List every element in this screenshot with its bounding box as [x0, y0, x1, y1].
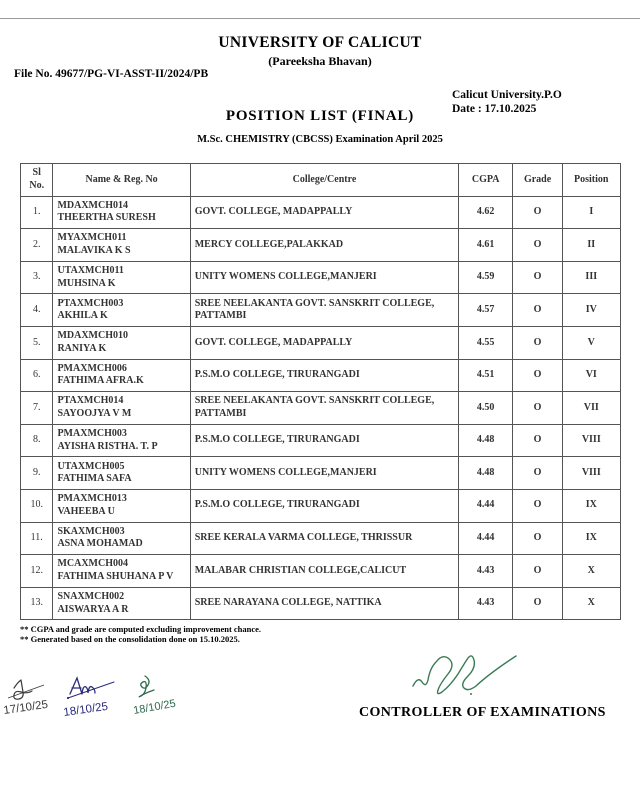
svg-text:18/10/25: 18/10/25 [63, 701, 109, 719]
svg-text:17/10/25: 17/10/25 [3, 699, 49, 717]
svg-text:18/10/25: 18/10/25 [132, 698, 176, 717]
